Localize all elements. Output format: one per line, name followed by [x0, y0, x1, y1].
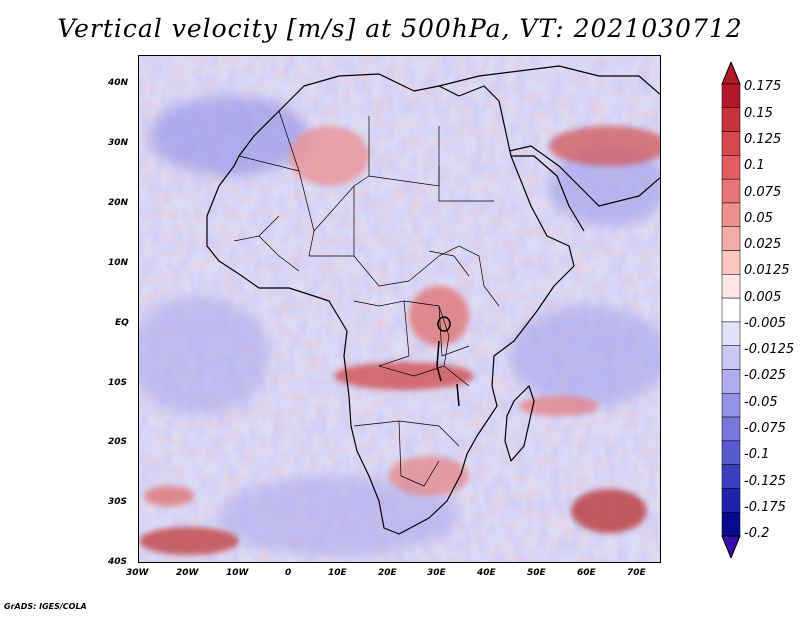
- ascent-regions: [139, 126, 660, 555]
- colorbar-segment: [721, 131, 741, 156]
- lon-label: 10E: [328, 568, 347, 578]
- lon-label: 70E: [627, 568, 646, 578]
- colorbar-label: -0.1: [744, 447, 770, 462]
- lon-label: 60E: [577, 568, 596, 578]
- lon-label: 0: [285, 568, 292, 578]
- colorbar-label: 0.05: [744, 211, 773, 226]
- lat-label: 20N: [108, 198, 129, 208]
- lon-label: 20E: [378, 568, 397, 578]
- subsidence-regions: [139, 96, 660, 556]
- colorbar-segment: [721, 464, 741, 489]
- colorbar-top-arrow: [721, 62, 741, 85]
- footer-credit: GrADS: IGES/COLA: [4, 602, 87, 611]
- lat-label: 40S: [108, 557, 128, 567]
- colorbar-label: 0.025: [744, 237, 782, 252]
- lon-label: 30W: [126, 568, 149, 578]
- colorbar-segment: [721, 511, 741, 537]
- red-sea-coast: [511, 155, 585, 232]
- lon-label: 40E: [477, 568, 496, 578]
- colorbar-segment: [721, 83, 741, 109]
- colorbar-label: 0.15: [744, 106, 773, 121]
- colorbar-label: 0.005: [744, 290, 782, 305]
- colorbar-label: 0.0125: [744, 263, 790, 278]
- colorbar-segment: [721, 202, 741, 227]
- colorbar-segment: [721, 297, 741, 323]
- colorbar-label: -0.175: [744, 500, 786, 515]
- colorbar-label: 0.075: [744, 185, 782, 200]
- lat-label: EQ: [115, 318, 129, 328]
- coastlines: [206, 65, 660, 535]
- lon-label: 50E: [527, 568, 546, 578]
- lake-victoria: [437, 316, 451, 332]
- africa-coastline: [206, 73, 575, 535]
- colorbar-segment: [721, 226, 741, 251]
- colorbar-label: 0.125: [744, 132, 782, 147]
- colorbar-segment: [721, 250, 741, 275]
- colorbar-label: -0.005: [744, 316, 786, 331]
- lat-label: 10N: [108, 258, 129, 268]
- colorbar-label: -0.025: [744, 368, 786, 383]
- lat-label: 30N: [108, 138, 129, 148]
- lat-label: 20S: [108, 437, 128, 447]
- colorbar-segment: [721, 107, 741, 132]
- lon-label: 20W: [176, 568, 199, 578]
- colorbar-segment: [721, 488, 741, 513]
- country-borders: [233, 110, 500, 487]
- velocity-field-map: [139, 56, 660, 562]
- colorbar-label: -0.2: [744, 526, 770, 541]
- madagascar-coastline: [504, 385, 535, 462]
- colorbar-label: -0.125: [744, 474, 786, 489]
- colorbar-segment: [721, 155, 741, 180]
- chart-title: Vertical velocity [m/s] at 500hPa, VT: 2…: [57, 14, 743, 43]
- colorbar: [721, 62, 741, 558]
- colorbar-segment: [721, 345, 741, 370]
- lat-label: 40N: [108, 78, 129, 88]
- map-plot-area: [138, 55, 661, 563]
- lon-label: 30E: [427, 568, 446, 578]
- colorbar-segment: [721, 416, 741, 442]
- colorbar-label: 0.1: [744, 158, 765, 173]
- lake-tanganyika: [436, 340, 442, 382]
- lake-malawi: [456, 383, 460, 407]
- lakes: [436, 316, 460, 407]
- colorbar-bottom-arrow: [721, 535, 741, 558]
- colorbar-label: -0.05: [744, 395, 778, 410]
- colorbar-segment: [721, 393, 741, 418]
- lat-label: 10S: [108, 378, 128, 388]
- colorbar-segment: [721, 274, 741, 299]
- lon-label: 10W: [226, 568, 249, 578]
- colorbar-segment: [721, 440, 741, 465]
- mediterranean-north-coast: [438, 65, 660, 96]
- arabia-coastline: [508, 145, 660, 207]
- colorbar-segment: [721, 369, 741, 394]
- colorbar-segment: [721, 321, 741, 346]
- colorbar-label: 0.175: [744, 79, 782, 94]
- colorbar-label: -0.075: [744, 421, 786, 436]
- lat-label: 30S: [108, 497, 128, 507]
- colorbar-label: -0.0125: [744, 342, 795, 357]
- colorbar-segment: [721, 178, 741, 204]
